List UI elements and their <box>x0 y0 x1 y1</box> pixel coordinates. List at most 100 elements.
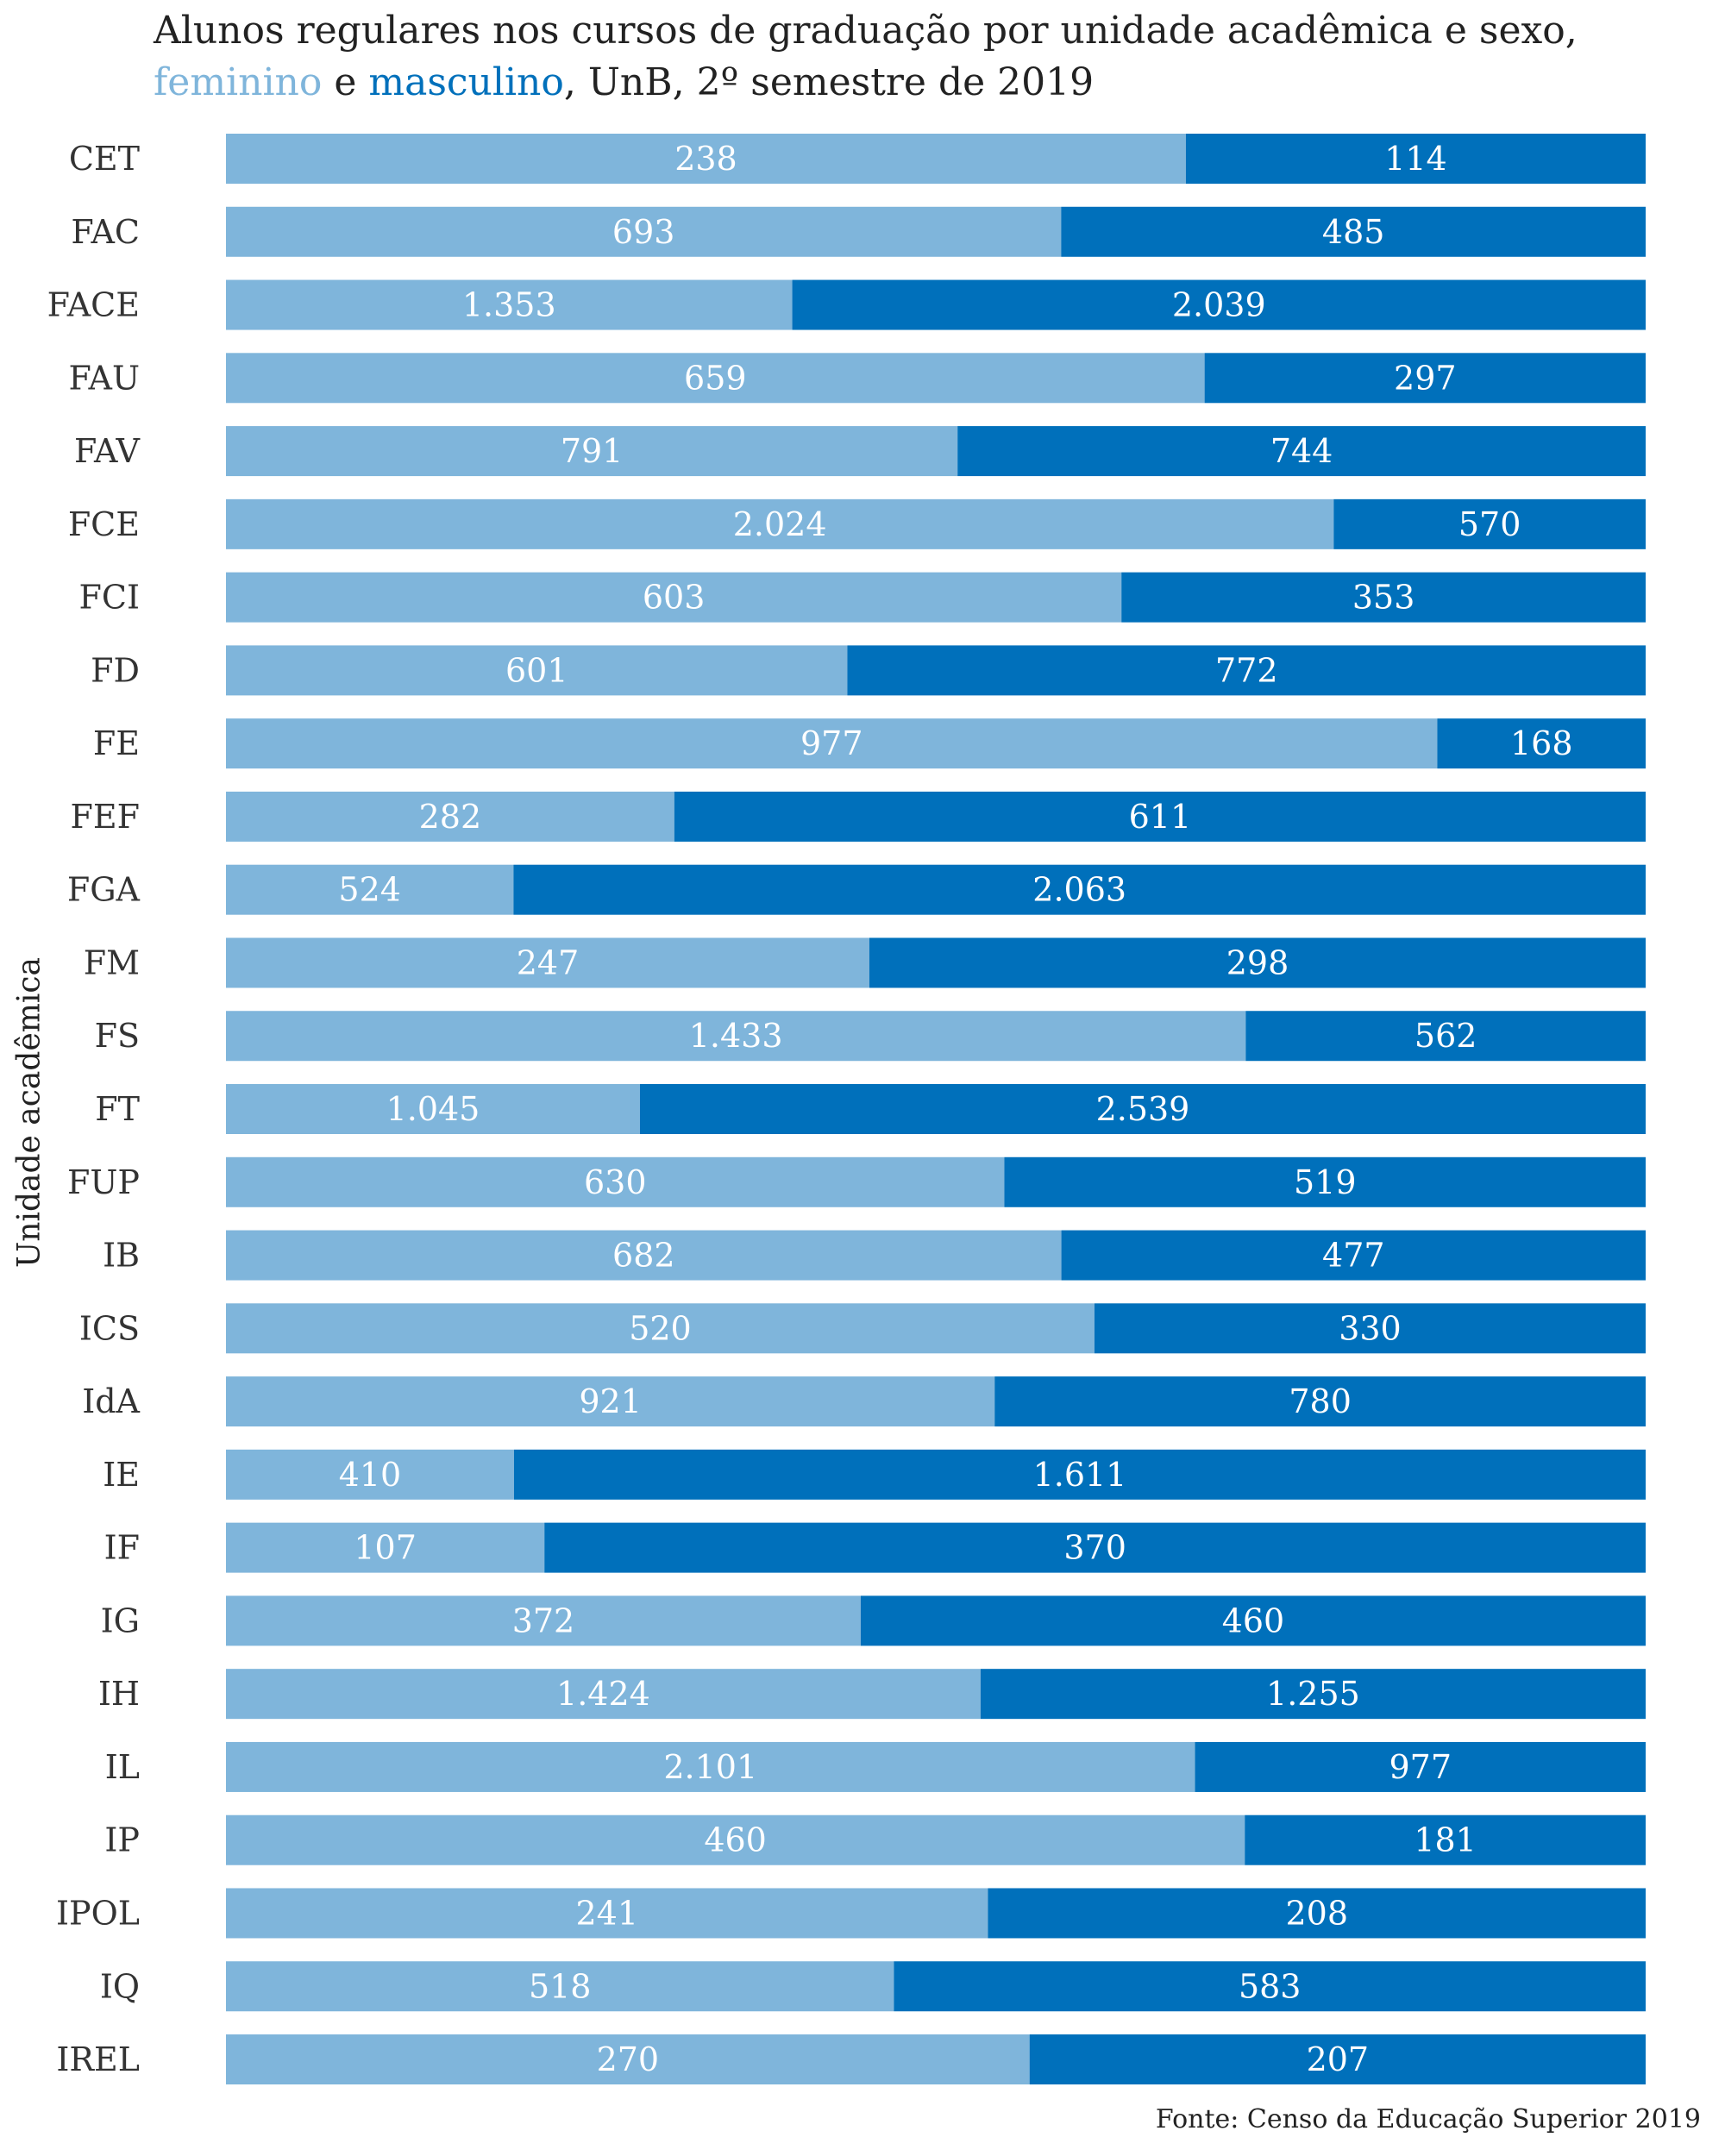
bar-row-fd: FD 601 772 <box>91 645 1646 696</box>
bar-masculino <box>1061 1230 1646 1281</box>
category-label: FUP <box>67 1163 140 1201</box>
value-label-feminino: 238 <box>674 140 737 178</box>
bar-feminino <box>226 1595 861 1646</box>
value-label-feminino: 921 <box>579 1382 642 1420</box>
bar-masculino <box>674 791 1646 842</box>
bar-row-ip: IP 460 181 <box>104 1814 1646 1865</box>
bar-masculino <box>1004 1156 1646 1207</box>
bar-masculino <box>639 1084 1647 1135</box>
bar-feminino <box>226 1449 514 1500</box>
category-label: CET <box>69 140 140 178</box>
bar-row-ft: FT 1.045 2.539 <box>95 1084 1647 1135</box>
title-rest: , UnB, 2º semestre de 2019 <box>563 60 1095 104</box>
value-label-feminino: 107 <box>354 1529 417 1567</box>
value-label-feminino: 518 <box>529 1967 592 2005</box>
legend-feminino: feminino <box>154 60 323 104</box>
value-label-masculino: 583 <box>1239 1967 1302 2005</box>
value-label-masculino: 780 <box>1289 1382 1352 1420</box>
bar-row-il: IL 2.101 977 <box>105 1741 1646 1792</box>
bar-row-ig: IG 372 460 <box>101 1595 1646 1646</box>
bar-masculino <box>1245 1011 1646 1062</box>
bar-feminino <box>226 1011 1246 1062</box>
bar-row-face: FACE 1.353 2.039 <box>47 279 1646 330</box>
bar-masculino <box>847 645 1646 696</box>
bar-feminino <box>226 1230 1062 1281</box>
bar-feminino <box>226 206 1062 257</box>
bar-row-ih: IH 1.424 1.255 <box>98 1669 1646 1720</box>
value-label-feminino: 524 <box>338 871 401 909</box>
bar-feminino <box>226 353 1205 404</box>
bar-feminino <box>226 791 674 842</box>
value-label-masculino: 485 <box>1322 213 1385 251</box>
value-label-masculino: 168 <box>1510 724 1573 762</box>
value-label-masculino: 114 <box>1384 140 1447 178</box>
bar-feminino <box>226 1669 981 1720</box>
value-label-feminino: 659 <box>684 359 747 397</box>
value-label-masculino: 353 <box>1352 579 1415 617</box>
value-label-feminino: 241 <box>575 1894 638 1932</box>
bar-masculino <box>1061 206 1646 257</box>
value-label-masculino: 298 <box>1226 943 1289 981</box>
value-label-masculino: 370 <box>1063 1529 1126 1567</box>
bar-masculino <box>894 1961 1646 2012</box>
bar-masculino <box>1121 572 1646 623</box>
bar-masculino <box>513 1449 1646 1500</box>
bar-row-if: IF 107 370 <box>104 1522 1646 1573</box>
bar-row-iq: IQ 518 583 <box>100 1961 1646 2012</box>
value-label-masculino: 2.539 <box>1096 1090 1190 1128</box>
bar-row-irel: IREL 270 207 <box>56 2034 1646 2085</box>
bar-feminino <box>226 1741 1195 1792</box>
category-label: FEF <box>71 798 140 836</box>
bar-masculino <box>980 1669 1646 1720</box>
value-label-feminino: 601 <box>505 651 568 689</box>
bar-feminino <box>226 572 1122 623</box>
category-label: IL <box>105 1748 140 1786</box>
value-label-masculino: 772 <box>1215 651 1278 689</box>
legend-masculino: masculino <box>368 60 564 104</box>
category-label: IQ <box>100 1967 140 2005</box>
value-label-feminino: 270 <box>597 2040 660 2078</box>
bar-masculino <box>1195 1741 1646 1792</box>
bar-row-fga: FGA 524 2.063 <box>67 864 1646 915</box>
category-label: FACE <box>47 286 140 324</box>
title-joiner: e <box>322 60 369 104</box>
value-label-feminino: 1.433 <box>689 1017 783 1055</box>
bar-row-ida: IdA 921 780 <box>82 1376 1646 1427</box>
bar-masculino <box>957 426 1646 477</box>
bar-feminino <box>226 1522 545 1573</box>
category-label: FGA <box>67 871 141 909</box>
bar-feminino <box>226 937 869 988</box>
chart-title: Alunos regulares nos cursos de graduação… <box>154 5 1689 109</box>
value-label-masculino: 1.255 <box>1266 1675 1360 1713</box>
value-label-masculino: 207 <box>1307 2040 1370 2078</box>
bar-masculino <box>1437 718 1646 769</box>
category-label: IPOL <box>56 1894 140 1932</box>
value-label-feminino: 1.424 <box>556 1675 650 1713</box>
bar-feminino <box>226 1084 640 1135</box>
bar-masculino <box>988 1888 1646 1939</box>
bar-feminino <box>226 1376 995 1427</box>
category-label: FAV <box>74 432 141 470</box>
chart-title-line1: Alunos regulares nos cursos de graduação… <box>154 9 1578 53</box>
value-label-masculino: 460 <box>1222 1601 1285 1639</box>
value-label-feminino: 630 <box>584 1163 647 1201</box>
category-label: FCE <box>68 505 140 543</box>
bar-masculino <box>544 1522 1646 1573</box>
category-label: IREL <box>56 2040 140 2078</box>
bar-feminino <box>226 2034 1030 2085</box>
bar-masculino <box>1245 1814 1646 1865</box>
bar-row-fe: FE 977 168 <box>93 718 1646 769</box>
value-label-masculino: 2.063 <box>1032 871 1126 909</box>
category-label: IH <box>98 1675 140 1713</box>
value-label-masculino: 977 <box>1389 1748 1452 1786</box>
value-label-feminino: 282 <box>419 798 482 836</box>
bar-feminino <box>226 498 1334 549</box>
bar-feminino <box>226 718 1438 769</box>
value-label-feminino: 682 <box>612 1237 675 1275</box>
bar-row-ie: IE 410 1.611 <box>103 1449 1646 1500</box>
value-label-feminino: 2.024 <box>733 505 827 543</box>
value-label-feminino: 1.353 <box>462 286 556 324</box>
chart-title-line2: feminino e masculino, UnB, 2º semestre d… <box>154 57 1689 109</box>
value-label-masculino: 1.611 <box>1033 1456 1127 1494</box>
